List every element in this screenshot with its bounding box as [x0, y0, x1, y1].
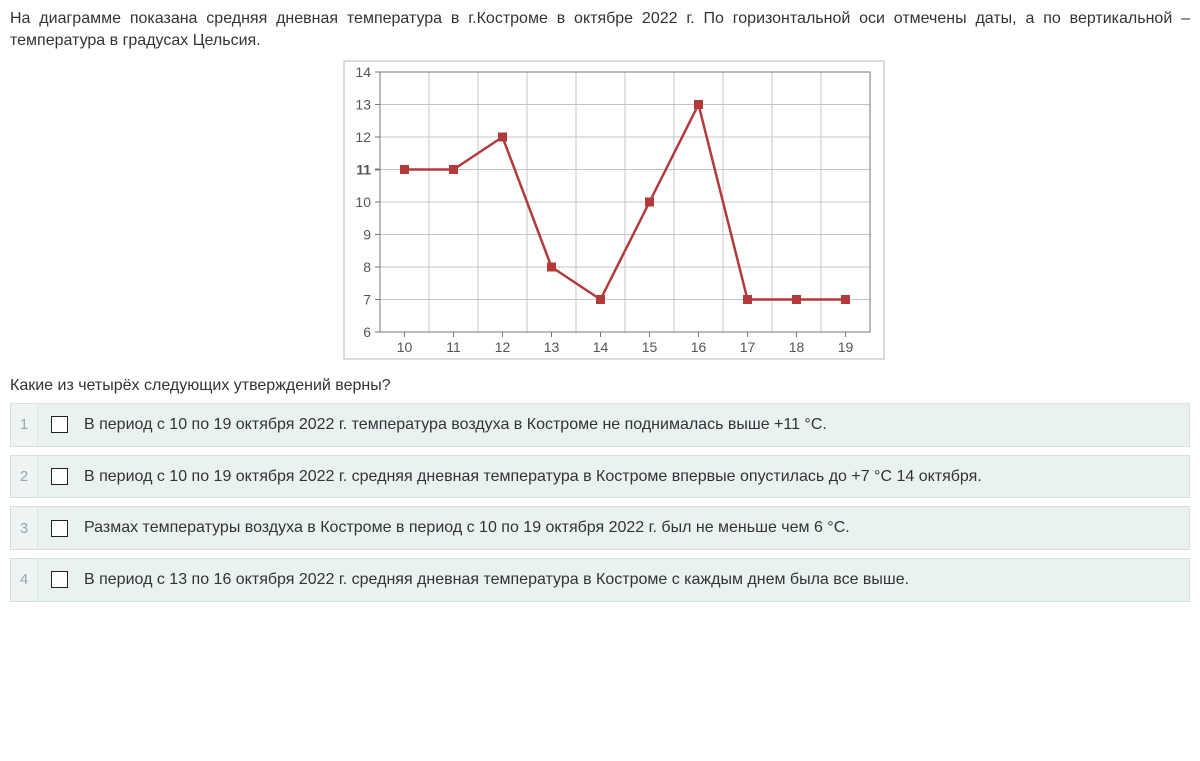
- option-number: 1: [11, 404, 38, 446]
- option-text: В период с 13 по 16 октября 2022 г. сред…: [80, 559, 1189, 601]
- svg-text:11: 11: [446, 339, 461, 355]
- option-checkbox-wrap: [38, 507, 80, 549]
- question-text: Какие из четырёх следующих утверждений в…: [10, 377, 1190, 395]
- option-number: 2: [11, 456, 38, 498]
- temperature-chart: 6 7 8 9 10 11 12 13 14 10 11 12 13 14 15 16 17 18 19: [310, 57, 890, 367]
- option-row-2: 2 В период с 10 по 19 октября 2022 г. сре…: [10, 455, 1190, 499]
- option-checkbox-2[interactable]: [51, 468, 68, 485]
- svg-text:13: 13: [355, 97, 371, 113]
- option-checkbox-wrap: [38, 404, 80, 446]
- option-checkbox-4[interactable]: [51, 571, 68, 588]
- svg-text:17: 17: [740, 339, 756, 355]
- svg-text:8: 8: [363, 259, 371, 275]
- svg-text:13: 13: [544, 339, 560, 355]
- svg-text:12: 12: [495, 339, 511, 355]
- chart-container: 6 7 8 9 10 11 12 13 14 10 11 12 13 14 15 16 17 18 19: [10, 57, 1190, 367]
- svg-text:18: 18: [789, 339, 805, 355]
- svg-text:19: 19: [838, 339, 854, 355]
- option-text: Размах температуры воздуха в Костроме в …: [80, 507, 1189, 549]
- option-text: В период с 10 по 19 октября 2022 г. сред…: [80, 456, 1189, 498]
- option-text: В период с 10 по 19 октября 2022 г. темп…: [80, 404, 1189, 446]
- svg-text:12: 12: [355, 129, 371, 145]
- svg-text:6: 6: [363, 324, 371, 340]
- options-list: 1 В период с 10 по 19 октября 2022 г. тем…: [10, 403, 1190, 601]
- option-row-1: 1 В период с 10 по 19 октября 2022 г. тем…: [10, 403, 1190, 447]
- svg-text:15: 15: [642, 339, 658, 355]
- option-checkbox-3[interactable]: [51, 520, 68, 537]
- option-checkbox-1[interactable]: [51, 416, 68, 433]
- svg-text:7: 7: [363, 292, 371, 308]
- problem-intro: На диаграмме показана средняя дневная те…: [10, 8, 1190, 51]
- svg-text:10: 10: [355, 194, 371, 210]
- svg-text:14: 14: [355, 64, 371, 80]
- svg-text:9: 9: [363, 227, 371, 243]
- svg-text:14: 14: [593, 339, 609, 355]
- option-number: 3: [11, 507, 38, 549]
- option-row-4: 4 В период с 13 по 16 октября 2022 г. сре…: [10, 558, 1190, 602]
- option-number: 4: [11, 559, 38, 601]
- option-row-3: 3 Размах температуры воздуха в Костроме в…: [10, 506, 1190, 550]
- svg-text:11: 11: [356, 162, 371, 178]
- option-checkbox-wrap: [38, 559, 80, 601]
- svg-text:16: 16: [691, 339, 707, 355]
- option-checkbox-wrap: [38, 456, 80, 498]
- svg-text:10: 10: [397, 339, 413, 355]
